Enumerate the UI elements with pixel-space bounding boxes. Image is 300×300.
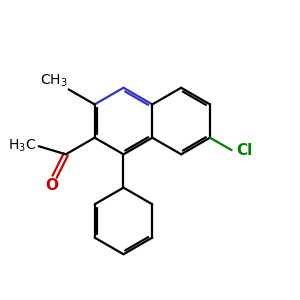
Text: Cl: Cl xyxy=(236,143,252,158)
Text: CH$_3$: CH$_3$ xyxy=(40,72,67,89)
Text: O: O xyxy=(45,178,58,193)
Text: H$_3$C: H$_3$C xyxy=(8,138,36,154)
